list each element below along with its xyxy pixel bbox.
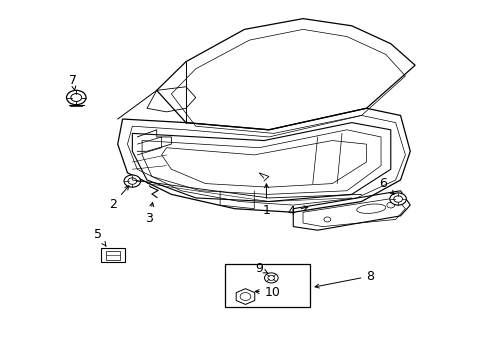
Circle shape bbox=[267, 275, 274, 280]
Bar bbox=[105, 251, 120, 260]
Text: 9: 9 bbox=[255, 262, 268, 275]
Circle shape bbox=[66, 90, 86, 105]
Bar bbox=[101, 248, 125, 262]
Circle shape bbox=[240, 293, 250, 301]
Text: 1: 1 bbox=[262, 184, 270, 217]
Circle shape bbox=[389, 193, 406, 205]
Circle shape bbox=[71, 94, 81, 102]
Bar bbox=[224, 264, 310, 307]
Polygon shape bbox=[236, 289, 254, 305]
Text: 5: 5 bbox=[94, 228, 106, 246]
Circle shape bbox=[124, 175, 141, 187]
Text: 7: 7 bbox=[69, 74, 77, 90]
Text: 2: 2 bbox=[109, 186, 128, 211]
Circle shape bbox=[393, 196, 402, 202]
Text: 8: 8 bbox=[314, 270, 373, 288]
Text: 6: 6 bbox=[379, 177, 393, 194]
Circle shape bbox=[264, 273, 278, 283]
Circle shape bbox=[128, 178, 137, 184]
Text: 10: 10 bbox=[255, 286, 280, 299]
Text: 3: 3 bbox=[145, 202, 153, 225]
Text: 4: 4 bbox=[287, 205, 307, 218]
